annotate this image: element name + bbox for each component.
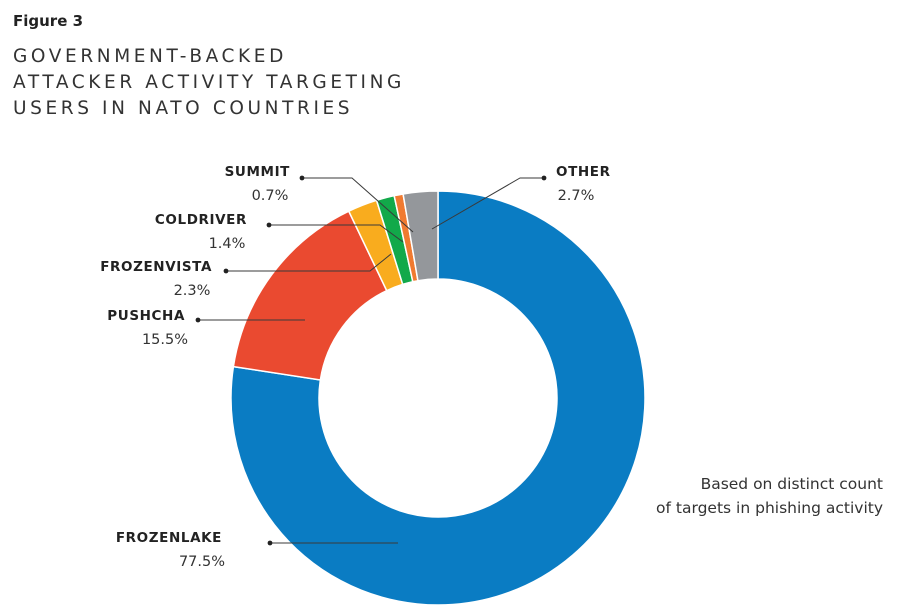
- slice-label-coldriver: COLDRIVER: [155, 212, 247, 228]
- slice-value-frozenvista: 2.3%: [174, 283, 211, 299]
- slice-frozenlake: [230, 190, 646, 606]
- leader-dot-frozenlake: [267, 540, 273, 546]
- chart-title-line: GOVERNMENT-BACKED: [13, 46, 287, 67]
- labels-group: FROZENLAKE 77.5% PUSHCHA 15.5% FROZENVISTA 2.…: [100, 164, 610, 570]
- slices-group: [230, 190, 646, 606]
- chart-title: GOVERNMENT-BACKED ATTACKER ACTIVITY TARG…: [13, 44, 405, 122]
- chart-note-line: Based on distinct count: [700, 475, 883, 493]
- chart-title-line: USERS IN NATO COUNTRIES: [13, 98, 354, 119]
- chart-title-line: ATTACKER ACTIVITY TARGETING: [13, 72, 405, 93]
- chart-note-line: of targets in phishing activity: [656, 499, 883, 517]
- slice-other: [402, 190, 439, 282]
- figure-label: Figure 3: [13, 12, 84, 30]
- slice-label-frozenvista: FROZENVISTA: [100, 259, 212, 275]
- slice-value-other: 2.7%: [558, 188, 595, 204]
- leader-dot-other: [541, 175, 547, 181]
- leader-line-frozenvista: [226, 253, 392, 272]
- slice-label-frozenlake: FROZENLAKE: [116, 530, 222, 546]
- leader-line-summit: [302, 177, 414, 233]
- slice-value-frozenlake: 77.5%: [179, 554, 225, 570]
- slice-label-pushcha: PUSHCHA: [107, 308, 185, 324]
- leader-line-coldriver: [269, 224, 404, 243]
- leader-line-other: [431, 177, 544, 230]
- slice-value-coldriver: 1.4%: [209, 236, 246, 252]
- leader-dot-coldriver: [266, 222, 272, 228]
- leader-lines-group: [195, 175, 547, 546]
- slice-value-summit: 0.7%: [252, 188, 289, 204]
- slice-value-pushcha: 15.5%: [142, 332, 188, 348]
- slice-label-other: OTHER: [556, 164, 611, 180]
- leader-dot-summit: [299, 175, 305, 181]
- chart-note: Based on distinct count of targets in ph…: [656, 472, 883, 520]
- slice-label-summit: SUMMIT: [225, 164, 291, 180]
- leader-dot-frozenvista: [223, 268, 229, 274]
- leader-dot-pushcha: [195, 317, 201, 323]
